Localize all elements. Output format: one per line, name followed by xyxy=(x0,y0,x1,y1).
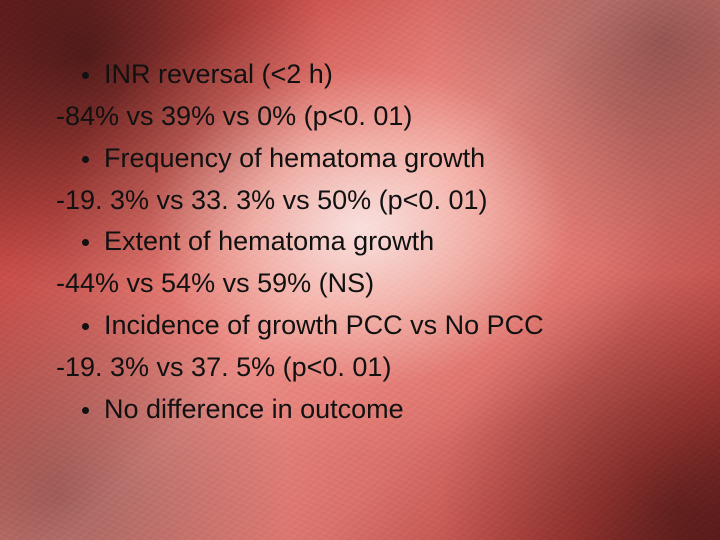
slide-body: INR reversal (<2 h) -84% vs 39% vs 0% (p… xyxy=(0,0,720,431)
list-item: -19. 3% vs 33. 3% vs 50% (p<0. 01) xyxy=(56,180,664,222)
list-item-text: No difference in outcome xyxy=(104,389,404,431)
list-item: Extent of hematoma growth xyxy=(56,221,664,263)
list-item: INR reversal (<2 h) xyxy=(56,54,664,96)
bullet-icon xyxy=(82,72,89,79)
bullet-icon xyxy=(82,156,89,163)
list-item: Incidence of growth PCC vs No PCC xyxy=(56,305,664,347)
list-item: -19. 3% vs 37. 5% (p<0. 01) xyxy=(56,347,664,389)
list-item-text: INR reversal (<2 h) xyxy=(104,54,333,96)
list-item: -84% vs 39% vs 0% (p<0. 01) xyxy=(56,96,664,138)
list-item-text: -44% vs 54% vs 59% (NS) xyxy=(56,268,374,298)
list-item: No difference in outcome xyxy=(56,389,664,431)
bullet-icon xyxy=(82,323,89,330)
list-item-text: -84% vs 39% vs 0% (p<0. 01) xyxy=(56,101,412,131)
list-item-text: -19. 3% vs 33. 3% vs 50% (p<0. 01) xyxy=(56,185,487,215)
list-item-text: -19. 3% vs 37. 5% (p<0. 01) xyxy=(56,352,391,382)
list-item-text: Extent of hematoma growth xyxy=(104,221,434,263)
bullet-icon xyxy=(82,407,89,414)
bullet-icon xyxy=(82,239,89,246)
list-item-text: Frequency of hematoma growth xyxy=(104,138,485,180)
list-item: Frequency of hematoma growth xyxy=(56,138,664,180)
list-item-text: Incidence of growth PCC vs No PCC xyxy=(104,305,544,347)
list-item: -44% vs 54% vs 59% (NS) xyxy=(56,263,664,305)
